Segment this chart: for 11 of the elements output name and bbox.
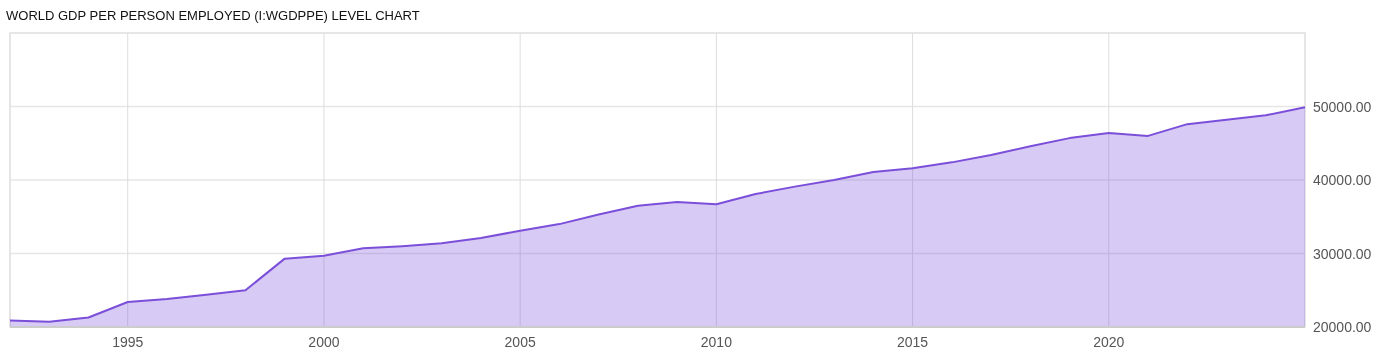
y-tick-label: 30000.00 (1313, 245, 1372, 262)
x-tick-label: 2020 (1093, 334, 1125, 350)
x-tick-label: 2000 (308, 334, 340, 350)
y-tick-label: 20000.00 (1313, 319, 1372, 335)
y-tick-label: 50000.00 (1313, 98, 1372, 115)
x-tick-label: 1995 (112, 334, 144, 350)
x-tick-label: 2010 (700, 334, 733, 350)
y-tick-label: 40000.00 (1313, 172, 1372, 188)
x-tick-label: 2015 (897, 334, 929, 350)
chart-title: WORLD GDP PER PERSON EMPLOYED (I:WGDPPE) LEVEL CHART (6, 8, 420, 23)
x-tick-label: 2005 (504, 334, 536, 350)
